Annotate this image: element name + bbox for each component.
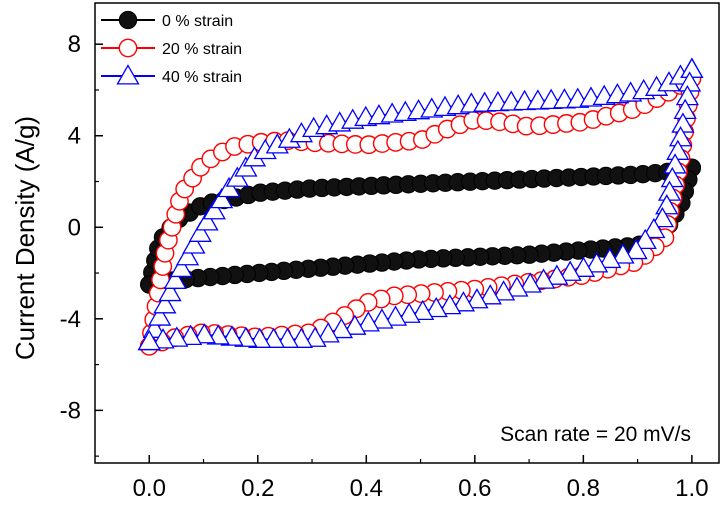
legend: 0 % strain 20 % strain 40 % strain [101, 10, 242, 86]
curves-layer [137, 57, 704, 356]
series-2-marker [225, 166, 249, 187]
series-2 [137, 57, 704, 351]
series-2-marker [438, 293, 462, 315]
series-2-marker [491, 280, 516, 301]
series-2-marker [397, 302, 421, 323]
series-2-marker [642, 217, 666, 239]
legend-label-2: 40 % strain [162, 69, 242, 86]
x-tick-label: 0.6 [458, 475, 491, 502]
series-2-marker [624, 238, 648, 260]
series-2-marker [370, 308, 394, 329]
series-2-marker [316, 322, 340, 343]
x-tick-label: 0.8 [567, 475, 600, 502]
series-2-marker [571, 256, 596, 277]
x-tick-label: 1.0 [675, 475, 708, 502]
x-tick-label: 0.4 [350, 475, 383, 502]
series-2-marker [598, 247, 622, 269]
series-2-marker [411, 299, 435, 321]
legend-marker-1 [118, 38, 138, 58]
series-0 [140, 158, 702, 294]
series-2-marker [545, 264, 569, 285]
x-tick-label: 0.0 [133, 475, 166, 502]
x-axis-ticks: 0.0 0.2 0.4 0.6 0.8 1.0 [133, 455, 709, 502]
series-2-marker [137, 329, 161, 351]
legend-label-1: 20 % strain [162, 41, 242, 58]
series-2-marker [188, 221, 212, 242]
series-2-marker [178, 324, 203, 346]
scan-rate-annotation: Scan rate = 20 mV/s [500, 423, 691, 446]
series-2-marker [153, 293, 177, 314]
series-2-marker [303, 326, 327, 347]
series-2-marker [558, 260, 582, 281]
series-2-marker [633, 228, 657, 250]
y-axis-title: Current Density (A/g) [10, 116, 40, 360]
series-2-marker [158, 280, 182, 302]
series-2-marker [195, 210, 219, 231]
series-2-marker [585, 252, 609, 273]
plot-frame [94, 2, 720, 464]
y-tick-label: -4 [60, 306, 81, 333]
series-2-marker [383, 305, 408, 326]
series-2-marker [151, 328, 175, 349]
series-2-marker [192, 323, 216, 344]
y-tick-label: 8 [68, 31, 81, 58]
x-tick-label: 0.2 [241, 475, 274, 502]
legend-marker-2 [116, 64, 140, 85]
y-tick-label: 4 [68, 123, 81, 150]
series-2-marker [217, 176, 241, 198]
y-tick-label: 0 [68, 214, 81, 241]
series-2-marker [148, 305, 172, 326]
series-2-marker [518, 272, 542, 293]
series-2-marker [234, 156, 258, 177]
y-axis-ticks: -8 -4 0 4 8 [60, 31, 103, 457]
series-2-marker [261, 327, 286, 348]
series-2-marker [165, 326, 189, 347]
series-2-marker [163, 268, 187, 289]
series-2-marker [202, 199, 226, 220]
series-2-marker [680, 57, 704, 78]
series-2-marker [343, 314, 367, 335]
series-2-marker [182, 233, 206, 254]
series-2-marker [169, 256, 193, 278]
series-2-marker [275, 327, 300, 348]
series-2-marker [451, 291, 476, 312]
series-2-marker [356, 311, 380, 332]
series-2-marker [210, 187, 234, 209]
series-2-marker [611, 243, 635, 264]
y-tick-label: -8 [60, 397, 81, 424]
legend-label-0: 0 % strain [162, 13, 233, 30]
series-2-marker [531, 268, 556, 289]
series-2-marker [465, 288, 489, 309]
series-2-marker [478, 284, 502, 305]
series-2-marker [289, 327, 313, 348]
series-2-marker [650, 206, 675, 228]
series-2-marker [175, 245, 200, 266]
series-2-marker [424, 296, 448, 318]
legend-marker-0 [118, 10, 138, 30]
series-2-marker [505, 276, 529, 297]
series-2-marker [329, 317, 354, 339]
